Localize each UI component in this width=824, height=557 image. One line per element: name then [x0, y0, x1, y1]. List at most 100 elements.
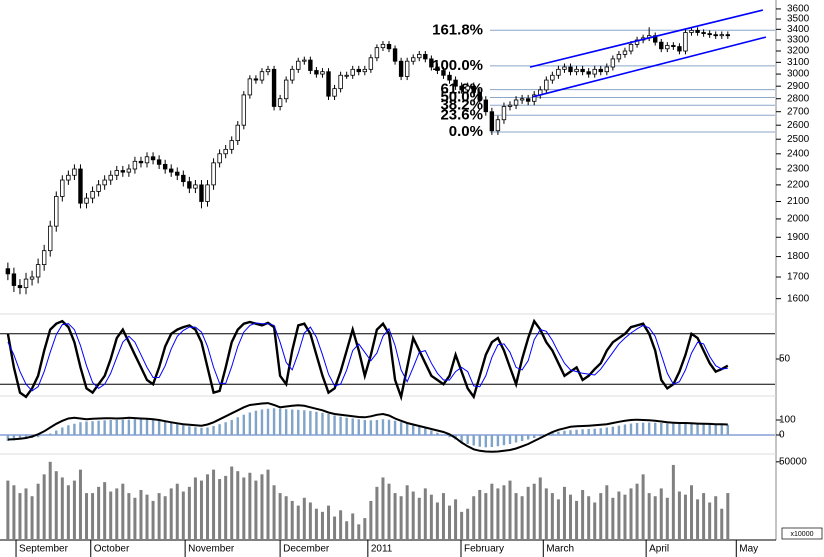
macd-bar [36, 435, 40, 438]
volume-bar [575, 500, 579, 540]
volume-bar [478, 489, 482, 540]
y-tick-label: 2200 [787, 180, 810, 191]
volume-bar [635, 483, 639, 540]
macd-bar [170, 423, 173, 435]
candle-body [138, 160, 144, 164]
macd-bar [224, 422, 227, 435]
volume-bar [363, 518, 367, 540]
candle-body [411, 57, 416, 62]
candle-body [471, 85, 476, 93]
macd-bar [460, 435, 463, 442]
macd-bar [248, 412, 252, 435]
y-tick-label: 3500 [787, 14, 810, 25]
candle-body [326, 71, 331, 97]
candle-body [229, 140, 234, 150]
candle-body [580, 68, 585, 73]
macd-bar [254, 410, 258, 435]
volume-bar [514, 493, 518, 540]
volume-bar [460, 511, 464, 540]
macd-bar [163, 421, 167, 435]
macd-bar [73, 423, 76, 435]
volume-bar [199, 480, 203, 540]
volume-bar [502, 485, 506, 540]
volume-bar [369, 500, 373, 540]
volume-bar [435, 502, 439, 540]
macd-bar [393, 420, 397, 435]
x-tick-label: September [19, 544, 69, 555]
volume-bar [320, 511, 324, 540]
volume-bar [218, 479, 222, 540]
macd-bar [641, 422, 645, 435]
volume-bar [423, 488, 427, 540]
y-tick-label: 3200 [787, 46, 810, 57]
candle-body [404, 60, 410, 77]
candle-body [72, 168, 77, 176]
volume-bar [653, 496, 657, 540]
candle-body [592, 68, 597, 75]
volume-bar [714, 496, 718, 540]
candle-body [719, 34, 724, 37]
stochastic-line [7, 322, 728, 392]
volume-bar [484, 493, 488, 540]
candle-body [265, 68, 271, 73]
volume-bar [308, 502, 312, 540]
volume-bar [726, 493, 730, 540]
macd-bar [684, 423, 687, 435]
volume-bar [411, 491, 415, 540]
volume-bar [236, 471, 240, 540]
candle-body [290, 68, 295, 81]
volume-bar [532, 483, 536, 540]
candle-body [677, 46, 682, 52]
y-tick-label: 2600 [787, 120, 810, 131]
candle-body [586, 71, 591, 75]
candle-body [29, 276, 35, 280]
candle-body [725, 34, 731, 37]
fib-label: 38.2% [440, 96, 483, 113]
candle-body [350, 68, 355, 76]
unit-label: x10000 [791, 531, 814, 538]
volume-bar [72, 480, 76, 540]
macd-bar [12, 435, 16, 441]
volume-bar [708, 502, 712, 540]
macd-bar [115, 420, 118, 435]
candle-body [398, 60, 404, 77]
candle-body [671, 45, 676, 47]
macd-bar [188, 426, 191, 435]
candle-body [507, 104, 513, 107]
candle-body [435, 66, 440, 71]
volume-bar [683, 494, 687, 540]
candle-body [465, 85, 470, 91]
candle-body [211, 162, 216, 186]
macd-bar [85, 421, 88, 435]
y-tick-label: 2100 [787, 196, 810, 207]
macd-bar [278, 408, 282, 435]
volume-bar [472, 496, 476, 540]
volume-bar [405, 485, 409, 540]
candle-body [429, 58, 434, 68]
macd-bar [369, 420, 373, 435]
macd-bar [157, 420, 161, 435]
macd-bar [6, 435, 10, 441]
macd-bar [605, 427, 609, 435]
candle-body [144, 156, 150, 164]
volume-bar [242, 477, 246, 540]
candle-body [616, 53, 622, 60]
macd-bar [242, 414, 246, 435]
candle-body [5, 268, 11, 275]
macd-bar [490, 435, 494, 447]
y-tick-label: 2800 [787, 93, 810, 104]
macd-bar [623, 424, 627, 435]
candle-body [513, 99, 519, 106]
x-tick-label: October [94, 544, 130, 555]
candle-body [598, 68, 603, 73]
volume-bar [351, 513, 355, 540]
candle-body [441, 70, 446, 76]
y-tick-label: 3000 [787, 69, 810, 80]
macd-bar [569, 430, 572, 435]
candle-body [120, 170, 126, 173]
volume-bar [145, 494, 149, 540]
volume-bar [248, 472, 252, 540]
volume-bar [508, 480, 512, 540]
trendline [529, 9, 764, 68]
